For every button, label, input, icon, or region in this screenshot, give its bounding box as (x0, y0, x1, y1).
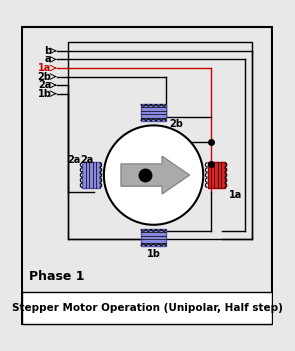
Polygon shape (121, 156, 189, 194)
Bar (207, 162, 225, 188)
Bar (68, 42, 252, 239)
Text: Phase 1: Phase 1 (29, 270, 85, 283)
Bar (141, 229, 166, 246)
Text: 2b: 2b (38, 72, 52, 81)
Text: 1b: 1b (38, 89, 52, 99)
Text: 2a: 2a (68, 155, 81, 165)
Text: 2a: 2a (80, 154, 93, 165)
Text: Stepper Motor Operation (Unipolar, Half step): Stepper Motor Operation (Unipolar, Half … (12, 303, 283, 313)
Bar (82, 162, 100, 188)
Text: a: a (45, 54, 52, 64)
Text: 1a: 1a (229, 190, 242, 200)
Text: b: b (45, 46, 52, 56)
Bar (141, 104, 166, 121)
Text: 1b: 1b (147, 249, 160, 259)
Circle shape (104, 125, 203, 225)
Text: 1a: 1a (38, 63, 52, 73)
Bar (22, 292, 272, 324)
Text: 2b: 2b (169, 119, 183, 128)
Text: 2a: 2a (38, 80, 52, 90)
